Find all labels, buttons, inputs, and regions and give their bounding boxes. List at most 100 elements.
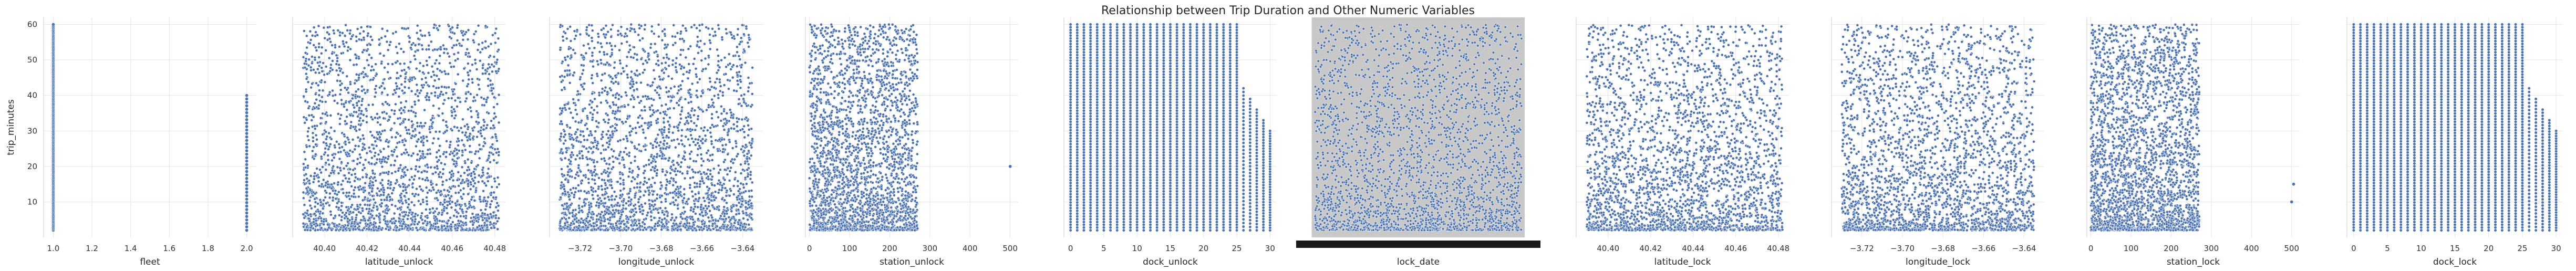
data-point: [687, 197, 690, 200]
data-point: [315, 82, 317, 85]
data-point: [426, 200, 428, 203]
data-point: [639, 186, 642, 189]
data-point: [477, 49, 479, 51]
data-point: [440, 190, 442, 192]
data-point: [574, 158, 577, 161]
data-point: [421, 199, 424, 201]
data-point: [379, 150, 382, 153]
data-point: [245, 191, 248, 194]
data-point: [315, 98, 318, 101]
data-point: [450, 173, 453, 176]
data-point: [604, 36, 607, 39]
data-point: [586, 117, 589, 119]
data-point: [414, 128, 417, 130]
data-point: [495, 139, 498, 142]
data-point: [478, 174, 480, 176]
data-point: [338, 34, 341, 37]
data-point: [693, 57, 696, 60]
data-point: [394, 170, 397, 173]
data-point: [628, 170, 631, 173]
data-point: [658, 144, 660, 147]
data-point: [325, 121, 327, 123]
data-point: [374, 63, 377, 66]
data-point: [637, 96, 639, 98]
data-point: [679, 185, 682, 188]
data-point: [568, 69, 571, 72]
data-point: [345, 206, 348, 209]
data-point: [464, 92, 467, 95]
data-point: [698, 29, 701, 32]
data-point: [402, 175, 405, 178]
data-point: [628, 151, 630, 154]
data-point: [611, 195, 613, 197]
data-point: [346, 75, 348, 78]
data-point: [690, 120, 692, 122]
data-point: [667, 95, 669, 98]
data-point: [711, 183, 713, 186]
data-point: [404, 72, 407, 75]
data-point: [600, 158, 603, 160]
data-point: [318, 65, 320, 67]
data-point: [440, 162, 442, 164]
data-point: [466, 123, 469, 126]
data-point: [462, 79, 464, 82]
data-point: [648, 199, 650, 202]
data-point: [337, 112, 339, 115]
data-point: [597, 198, 599, 201]
data-point: [398, 95, 400, 98]
data-point: [615, 195, 617, 197]
data-point: [467, 29, 470, 32]
data-point: [359, 156, 362, 159]
data-point: [747, 41, 749, 44]
data-point: [674, 146, 677, 149]
data-point: [354, 173, 356, 175]
data-point: [358, 153, 361, 156]
data-point: [669, 87, 672, 90]
data-point: [576, 171, 578, 174]
data-point: [311, 119, 313, 121]
data-point: [593, 47, 596, 49]
data-point: [339, 89, 342, 91]
data-point: [637, 198, 640, 201]
data-point: [414, 115, 417, 118]
data-point: [414, 213, 417, 215]
data-point: [441, 112, 444, 114]
data-point: [361, 98, 364, 100]
data-point: [725, 66, 727, 68]
data-point: [438, 149, 440, 152]
data-point: [386, 29, 389, 32]
data-point: [452, 108, 455, 110]
data-point: [654, 78, 656, 80]
data-point: [487, 168, 490, 170]
data-point: [319, 99, 322, 102]
data-point: [439, 48, 442, 50]
data-point: [642, 172, 645, 174]
data-point: [592, 197, 595, 200]
data-point: [572, 138, 575, 141]
data-point: [608, 206, 611, 209]
data-point: [491, 143, 494, 145]
data-point: [426, 140, 429, 142]
data-point: [356, 178, 359, 180]
data-point: [477, 164, 479, 166]
data-point: [374, 88, 376, 90]
data-point: [710, 136, 712, 138]
data-point: [659, 181, 662, 184]
data-point: [563, 185, 565, 187]
data-point: [580, 170, 582, 173]
data-point: [583, 82, 586, 85]
panel-longitude_unlock: −3.72 −3.70 −3.68 −3.66 −3.64longitude_unloc…: [550, 17, 763, 267]
data-point: [674, 168, 677, 170]
data-point: [402, 183, 405, 185]
data-point: [441, 225, 443, 228]
data-point: [338, 158, 341, 160]
data-point: [436, 68, 439, 70]
data-point: [441, 183, 444, 186]
data-point: [476, 78, 479, 80]
data-point: [414, 44, 417, 47]
data-point: [568, 81, 571, 84]
data-point: [324, 100, 327, 103]
data-point: [410, 120, 413, 123]
data-point: [729, 109, 731, 111]
data-point: [413, 223, 416, 226]
